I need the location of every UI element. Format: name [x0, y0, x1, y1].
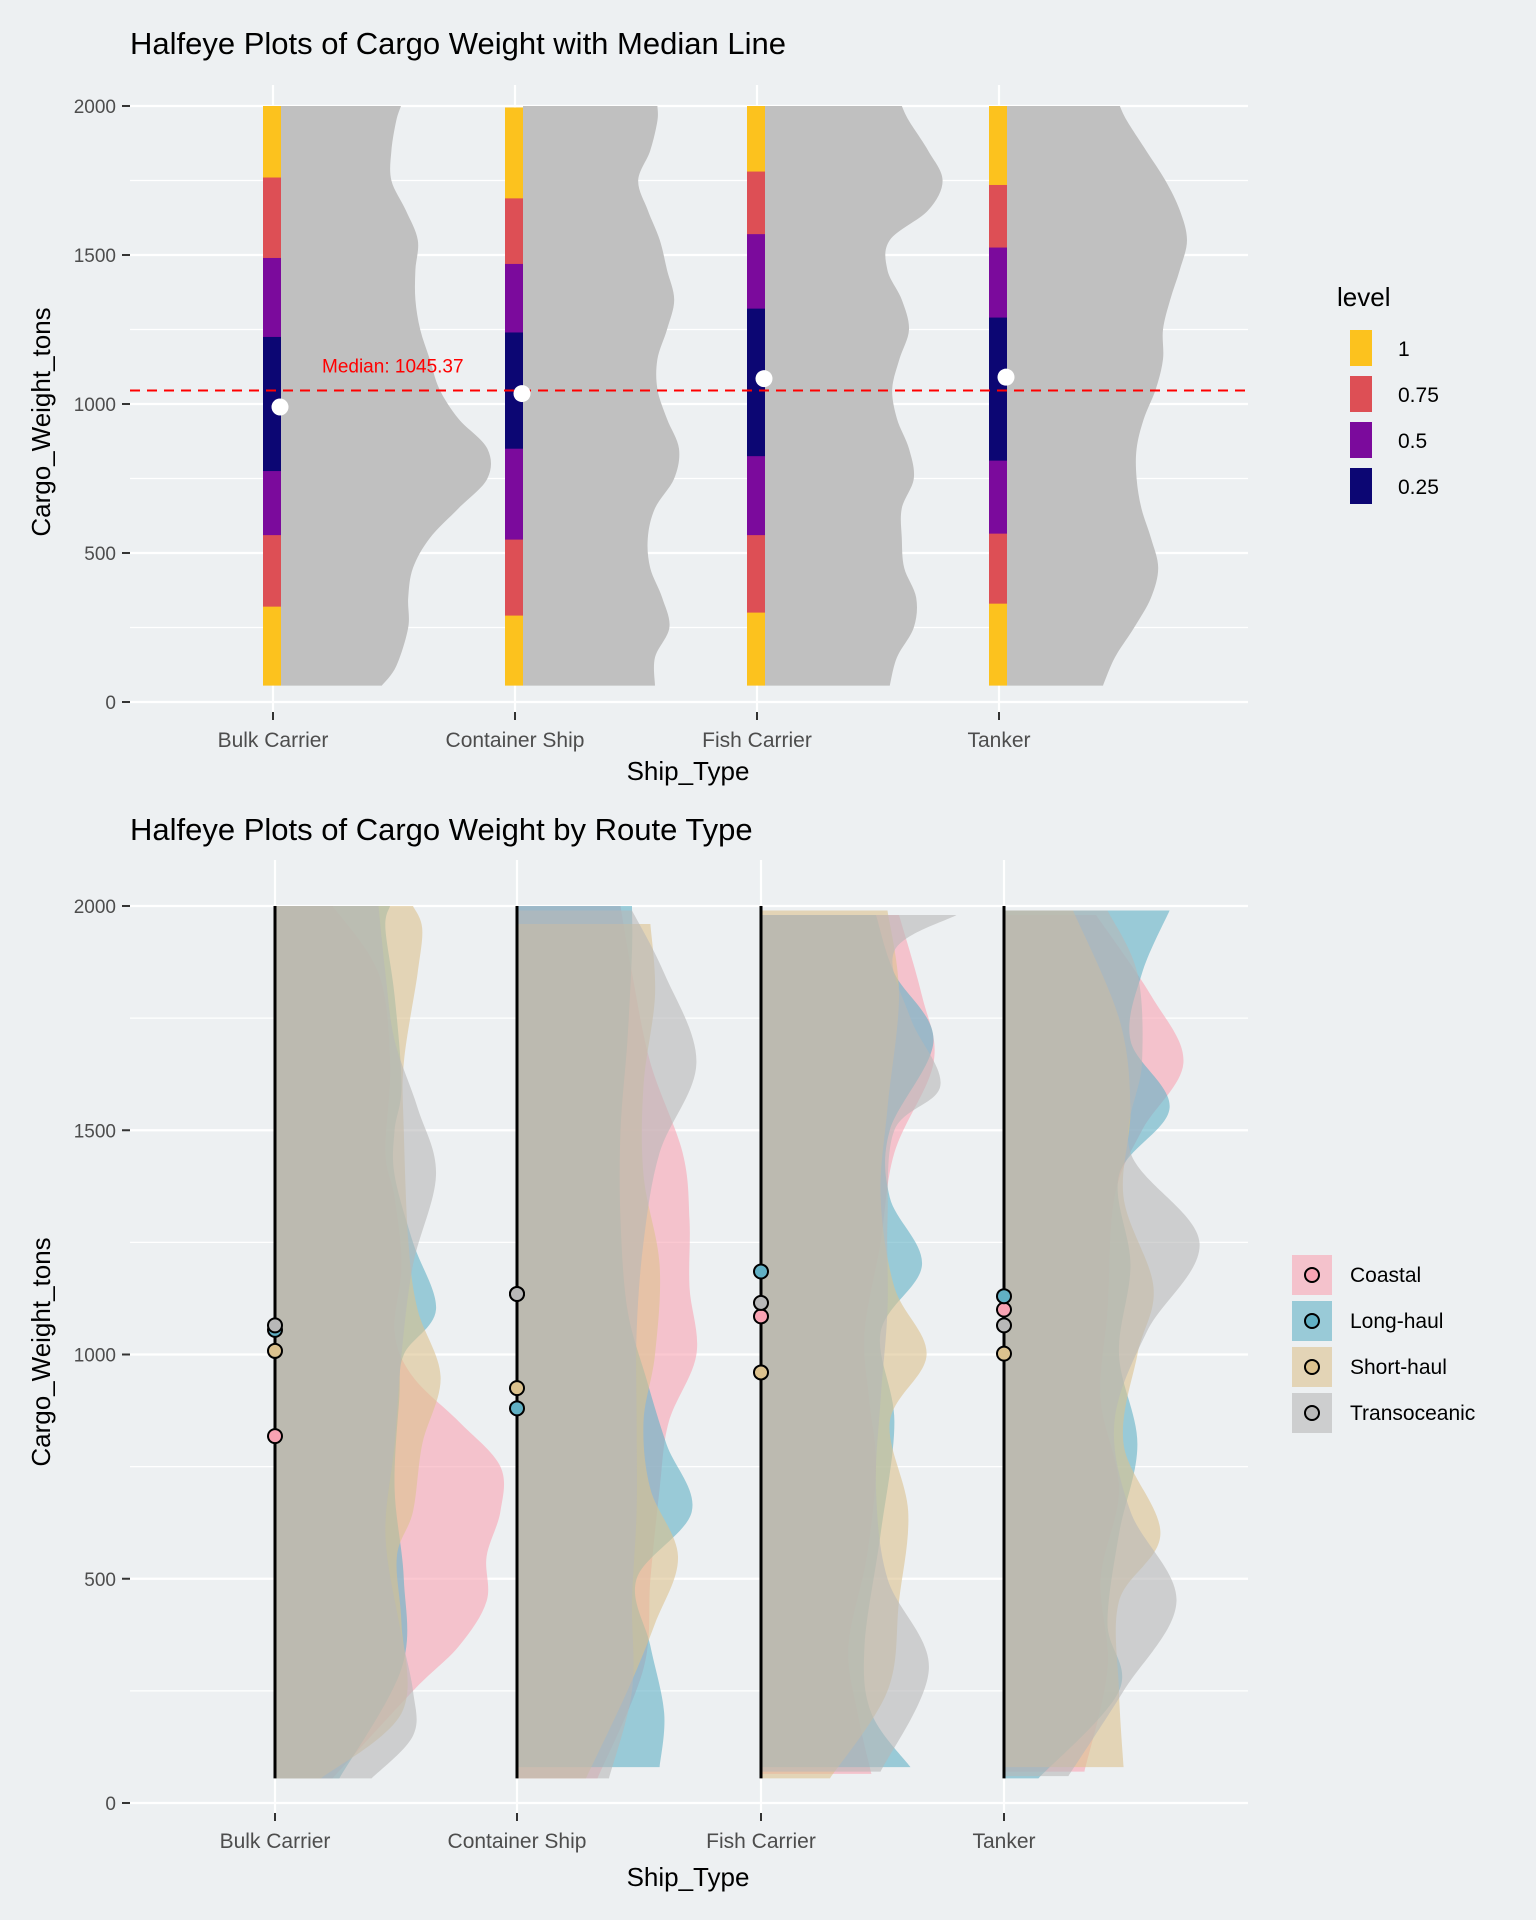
point-tanker-long-haul — [996, 1288, 1012, 1305]
point-fish-carrier-transoceanic — [753, 1294, 769, 1311]
chart-2-intervals — [273, 906, 1006, 1779]
point-bulk-carrier-coastal — [267, 1428, 283, 1445]
chart-1-slabs — [281, 106, 1187, 686]
x-tick-label: Container Ship — [446, 729, 585, 752]
x-tick-label: Container Ship — [448, 1830, 587, 1853]
point-container-ship — [513, 385, 531, 403]
chart-2-x-axis-title: Ship_Type — [627, 1862, 750, 1892]
slab-tanker — [1007, 106, 1187, 686]
y-tick-label: 1000 — [74, 395, 116, 416]
legend-label-025: 0.25 — [1398, 476, 1439, 499]
y-tick-label: 500 — [84, 544, 116, 565]
legend-swatch-1 — [1350, 330, 1372, 366]
legend-label-transoceanic: Transoceanic — [1350, 1402, 1475, 1425]
y-tick-label: 500 — [84, 1570, 116, 1591]
legend-label-coastal: Coastal — [1350, 1264, 1421, 1287]
chart-1-ticks: 0 500 1000 1500 2000 Bulk Carrier Container Sh… — [74, 97, 1031, 752]
legend-label-1: 1 — [1398, 338, 1410, 361]
chart-2-y-axis-title: Cargo_Weight_tons — [26, 1237, 56, 1466]
slab-fish-carrier-transoceanic — [761, 914, 957, 1772]
chart-1-intervals — [263, 106, 1007, 686]
legend-label-075: 0.75 — [1398, 384, 1439, 407]
chart-1-points — [271, 368, 1015, 416]
point-bulk-carrier — [271, 398, 289, 416]
chart-2-points — [267, 1263, 1012, 1445]
y-tick-label: 1500 — [74, 1121, 116, 1142]
chart-2-legend: Coastal Long-haul Short-haul Transoceanic — [1292, 1255, 1475, 1433]
legend-swatch-075 — [1350, 376, 1372, 412]
chart-1-median-line-group: Median: 1045.37 — [130, 356, 1248, 392]
legend-label-long-haul: Long-haul — [1350, 1310, 1443, 1333]
point-fish-carrier-short-haul — [753, 1364, 769, 1381]
point-fish-carrier-coastal — [753, 1308, 769, 1325]
y-tick-label: 2000 — [74, 97, 116, 118]
slab-container-ship-transoceanic — [517, 910, 697, 1779]
point-fish-carrier — [755, 370, 773, 388]
x-tick-label: Bulk Carrier — [218, 729, 329, 752]
legend-key-point-long-haul — [1304, 1313, 1320, 1329]
point-bulk-carrier-transoceanic — [267, 1317, 283, 1334]
chart-2: Halfeye Plots of Cargo Weight by Route T… — [0, 790, 1536, 1920]
chart-2-slabs — [275, 906, 1200, 1779]
slab-container-ship — [523, 106, 680, 686]
legend-key-point-transoceanic — [1304, 1405, 1320, 1421]
point-tanker — [997, 368, 1015, 386]
legend-key-point-coastal — [1304, 1267, 1320, 1283]
chart-2-ticks: 0 500 1000 1500 2000 Bulk Carrier Container Sh… — [74, 897, 1036, 1853]
y-tick-label: 0 — [105, 1794, 116, 1815]
legend-key-point-short-haul — [1304, 1359, 1320, 1375]
legend-label-05: 0.5 — [1398, 430, 1427, 453]
point-bulk-carrier-short-haul — [267, 1342, 283, 1359]
median-label: Median: 1045.37 — [322, 356, 464, 377]
y-tick-label: 1000 — [74, 1346, 116, 1367]
point-tanker-short-haul — [996, 1345, 1012, 1362]
x-tick-label: Tanker — [967, 729, 1030, 752]
interval-025-bulk-carrier — [263, 336, 281, 472]
y-tick-label: 2000 — [74, 897, 116, 918]
interval-025-tanker — [989, 317, 1007, 461]
x-tick-label: Tanker — [972, 1830, 1035, 1853]
legend-swatch-05 — [1350, 422, 1372, 458]
chart-2-title: Halfeye Plots of Cargo Weight by Route T… — [130, 812, 753, 847]
legend-label-short-haul: Short-haul — [1350, 1356, 1447, 1379]
chart-1-y-axis-title: Cargo_Weight_tons — [26, 307, 56, 536]
legend-title: level — [1337, 282, 1390, 312]
chart-1-x-axis-title: Ship_Type — [627, 756, 750, 786]
slab-fish-carrier — [765, 106, 943, 686]
point-tanker-coastal — [996, 1301, 1012, 1318]
slab-tanker-transoceanic — [1004, 910, 1200, 1777]
point-container-ship-long-haul — [509, 1400, 525, 1417]
slab-bulk-carrier-transoceanic — [275, 906, 437, 1779]
chart-1-legend: level 1 0.75 0.5 0.25 — [1337, 282, 1439, 504]
legend-swatch-025 — [1350, 468, 1372, 504]
point-container-ship-short-haul — [509, 1380, 525, 1397]
point-tanker-transoceanic — [996, 1317, 1012, 1334]
x-tick-label: Fish Carrier — [702, 729, 812, 752]
y-tick-label: 0 — [105, 693, 116, 714]
x-tick-label: Bulk Carrier — [220, 1830, 331, 1853]
x-tick-label: Fish Carrier — [706, 1830, 816, 1853]
point-container-ship-transoceanic — [509, 1285, 525, 1302]
slab-bulk-carrier — [281, 106, 491, 686]
y-tick-label: 1500 — [74, 246, 116, 267]
chart-1-title: Halfeye Plots of Cargo Weight with Media… — [130, 26, 786, 61]
point-fish-carrier-long-haul — [753, 1263, 769, 1280]
chart-1: Halfeye Plots of Cargo Weight with Media… — [0, 0, 1536, 790]
interval-025-fish-carrier — [747, 308, 765, 457]
